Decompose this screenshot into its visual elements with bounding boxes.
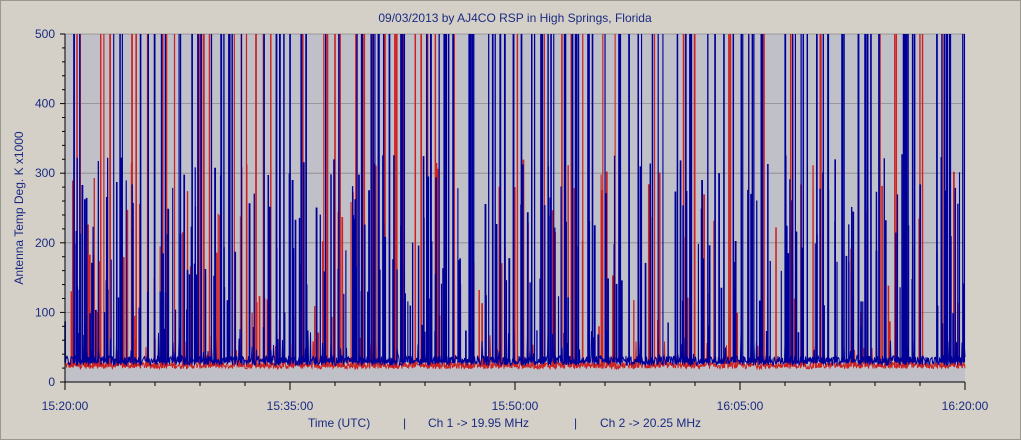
series-layer [64,34,966,371]
y-tick-label-500: 500 [35,27,55,41]
y-tick-label-400: 400 [35,97,55,111]
x-tick-label-15: 15:35:00 [267,399,314,413]
x-tick-label-45: 16:05:00 [717,399,764,413]
x-tick-label-30: 15:50:00 [492,399,539,413]
legend-entry-ch1: Ch 1 -> 19.95 MHz [428,416,529,430]
footer-separator-1: | [403,416,406,430]
y-tick-label-300: 300 [35,166,55,180]
x-axis-footer: Time (UTC) | Ch 1 -> 19.95 MHz | Ch 2 ->… [308,416,701,430]
series-2-spikes [64,34,966,363]
footer-separator-2: | [574,416,577,430]
y-tick-label-0: 0 [48,375,55,389]
x-tick-label-0: 15:20:00 [42,399,89,413]
y-axis-label: Antenna Temp Deg. K x1000 [12,131,26,285]
y-tick-label-200: 200 [35,236,55,250]
y-tick-label-100: 100 [35,305,55,319]
x-tick-label-60: 16:20:00 [942,399,989,413]
axes: 0 100 200 300 400 500 15:20:00 15:35:00 15:50:00… [35,27,989,413]
x-axis-label: Time (UTC) [308,416,370,430]
legend-entry-ch2: Ch 2 -> 20.25 MHz [600,416,701,430]
chart-title: 09/03/2013 by AJ4CO RSP in High Springs,… [378,11,652,25]
